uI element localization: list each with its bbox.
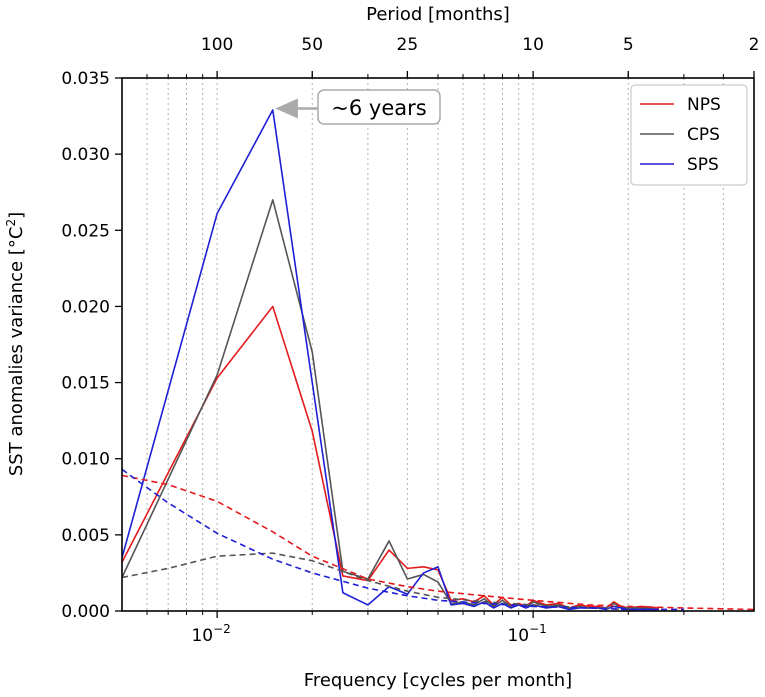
x-tick-label-base: 10 (191, 626, 213, 646)
series-nps-line (122, 305, 659, 609)
y-tick-label: 0.020 (61, 297, 110, 317)
y-tick-label: 0.005 (61, 526, 110, 546)
y-tick-label: 0.035 (61, 69, 110, 89)
y-tick-label: 0.030 (61, 145, 110, 165)
top-tick-label: 25 (397, 35, 419, 55)
y-axis-title-close: ] (6, 212, 27, 219)
series-layer (122, 109, 754, 611)
top-tick-label: 100 (201, 35, 233, 55)
y-tick-label: 0.010 (61, 450, 110, 470)
legend-frame (630, 84, 748, 186)
y-axis-title-sup: 2 (4, 219, 18, 227)
top-axis-title: Period [months] (366, 4, 510, 25)
grid-lines (146, 78, 724, 611)
x-tick-label-exp: −1 (529, 622, 547, 636)
y-tick-label: 0.025 (61, 221, 110, 241)
y-tick-label: 0.015 (61, 374, 110, 394)
legend: NPS CPS SPS (630, 84, 748, 186)
series-sps-red-noise-line (122, 468, 684, 611)
legend-label-cps: CPS (687, 125, 720, 145)
legend-label-nps: NPS (687, 95, 721, 115)
top-tick-label: 50 (301, 35, 323, 55)
y-axis-title-main: SST anomalies variance [°C (6, 227, 27, 477)
top-tick-label: 10 (522, 35, 544, 55)
annotation-label: ~6 years (331, 96, 426, 120)
y-axis-title: SST anomalies variance [°C2] (4, 212, 27, 476)
y-tick-label: 0.000 (61, 602, 110, 622)
x-tick-label: 10−1 (507, 622, 546, 646)
x-tick-label-base: 10 (507, 626, 529, 646)
peak-annotation: ~6 years (275, 89, 441, 125)
annotation-box (317, 89, 441, 125)
top-tick-label: 2 (749, 35, 760, 55)
x-tick-label-exp: −2 (213, 622, 231, 636)
series-cps-red-noise-line (122, 552, 629, 611)
x-axis-title: Frequency [cycles per month] (304, 670, 572, 691)
x-tick-label: 10−2 (191, 622, 230, 646)
legend-label-sps: SPS (687, 155, 719, 175)
series-nps-red-noise-line (122, 474, 754, 611)
top-tick-label: 5 (623, 35, 634, 55)
